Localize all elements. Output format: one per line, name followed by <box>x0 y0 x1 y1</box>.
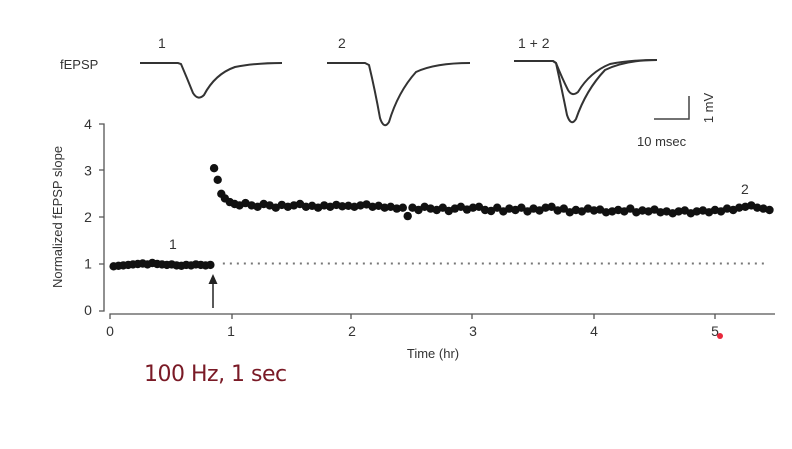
fepsp-row-label: fEPSP <box>60 57 98 72</box>
trace-2-label: 2 <box>338 35 346 51</box>
trace-1-label: 1 <box>158 35 166 51</box>
data-points <box>109 164 774 271</box>
trace-overlay: 1 + 2 <box>514 35 658 124</box>
data-point <box>559 204 568 213</box>
x-tick-label: 5 <box>711 323 719 339</box>
trace-1: 1 <box>140 35 283 99</box>
trace-2-waveform <box>327 62 471 127</box>
y-tick-labels: 0 1 2 3 4 <box>84 116 92 318</box>
data-point <box>206 260 215 270</box>
data-point <box>626 204 635 213</box>
trace-overlay-label: 1 + 2 <box>518 35 550 51</box>
x-axis-label: Time (hr) <box>407 346 459 361</box>
data-point <box>338 202 347 211</box>
y-tick-label: 0 <box>84 302 92 318</box>
x-tick-label: 0 <box>106 323 114 339</box>
x-tick-label: 4 <box>590 323 598 339</box>
y-tick-label: 2 <box>84 209 92 225</box>
trace-1-waveform <box>140 62 283 99</box>
x-tick-labels: 0 1 2 3 4 5 <box>106 323 719 339</box>
data-point <box>547 202 556 211</box>
y-axis <box>99 123 105 312</box>
data-point <box>517 203 526 212</box>
data-point <box>213 175 222 184</box>
stimulus-caption: 100 Hz, 1 sec <box>144 362 287 387</box>
scale-bar: 1 mV 10 msec <box>637 93 716 149</box>
data-point <box>209 164 219 173</box>
annotation-1: 1 <box>169 236 177 252</box>
y-tick-label: 1 <box>84 256 92 272</box>
trace-overlay-2-waveform <box>514 59 658 124</box>
x-axis <box>109 313 775 319</box>
annotation-2: 2 <box>741 181 749 197</box>
y-tick-label: 4 <box>84 116 92 132</box>
trace-overlay-1-waveform <box>514 59 658 96</box>
data-point <box>765 205 774 215</box>
scale-bar-horizontal-label: 10 msec <box>637 134 687 149</box>
data-point <box>398 203 407 212</box>
pointer-cursor-icon <box>717 333 723 339</box>
x-tick-label: 3 <box>469 323 477 339</box>
x-tick-label: 2 <box>348 323 356 339</box>
tetanus-arrow <box>208 274 218 308</box>
y-tick-label: 3 <box>84 163 92 179</box>
x-tick-label: 1 <box>227 323 235 339</box>
data-point <box>403 211 412 221</box>
scale-bar-vertical-label: 1 mV <box>701 93 716 124</box>
data-point <box>493 203 502 212</box>
y-axis-label: Normalized fEPSP slope <box>50 146 65 288</box>
trace-2: 2 <box>327 35 471 127</box>
